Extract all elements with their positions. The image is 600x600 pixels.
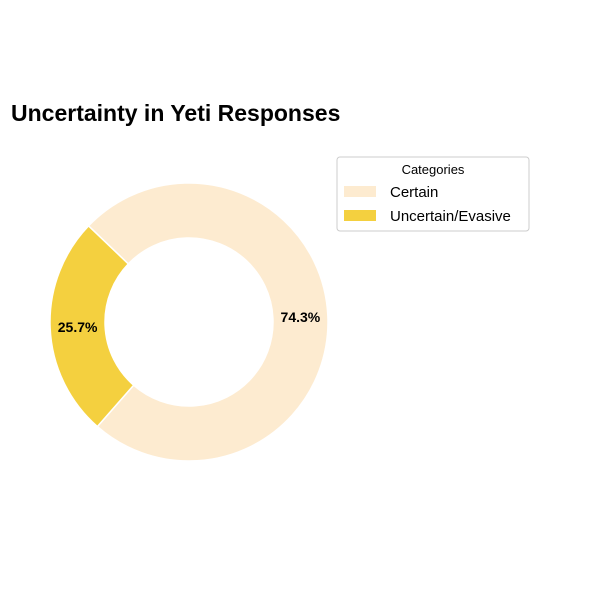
legend-title: Categories bbox=[402, 162, 465, 177]
legend-swatch-1 bbox=[344, 210, 376, 221]
chart-title: Uncertainty in Yeti Responses bbox=[11, 100, 340, 126]
legend: Categories Certain Uncertain/Evasive bbox=[336, 156, 530, 232]
legend-label-1: Uncertain/Evasive bbox=[390, 208, 511, 225]
legend-swatch-0 bbox=[344, 186, 376, 197]
donut-slice-certain bbox=[87, 182, 329, 462]
slice-labels: 74.3% 25.7% bbox=[58, 309, 321, 335]
donut-slice-uncertain-evasive bbox=[49, 224, 135, 428]
legend-items: Certain Uncertain/Evasive bbox=[344, 184, 511, 225]
slice-label-0: 74.3% bbox=[281, 309, 321, 325]
legend-frame bbox=[336, 156, 530, 232]
legend-label-0: Certain bbox=[390, 184, 438, 201]
donut-slices bbox=[49, 182, 329, 462]
slice-label-1: 25.7% bbox=[58, 319, 98, 335]
